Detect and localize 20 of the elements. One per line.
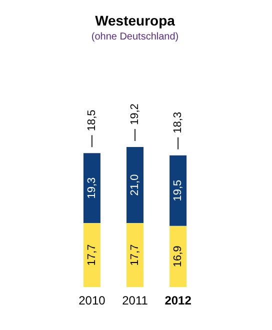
bar xyxy=(170,155,187,226)
x-tick-label: 2010 xyxy=(78,294,106,308)
bar xyxy=(126,222,144,287)
bar xyxy=(170,226,187,287)
text: 18,5 xyxy=(86,110,98,132)
bar xyxy=(83,153,100,223)
text: 18,3 xyxy=(172,112,184,134)
data-label: 17,7 xyxy=(86,244,98,266)
bar xyxy=(126,147,144,223)
x-tick-label: 2011 xyxy=(122,294,148,308)
data-label: 21,0 xyxy=(129,174,141,196)
chart-title: Westeuropa xyxy=(95,12,176,29)
text: 19,2 xyxy=(129,104,141,125)
bar xyxy=(83,222,100,287)
chart-subtitle: (ohne Deutschland) xyxy=(91,32,179,43)
x-tick-label: 2012 xyxy=(164,294,192,308)
data-label: 16,9 xyxy=(172,246,184,268)
data-label: 17,7 xyxy=(129,244,141,266)
data-label: 19,3 xyxy=(86,177,98,199)
data-label: 19,5 xyxy=(172,180,184,202)
